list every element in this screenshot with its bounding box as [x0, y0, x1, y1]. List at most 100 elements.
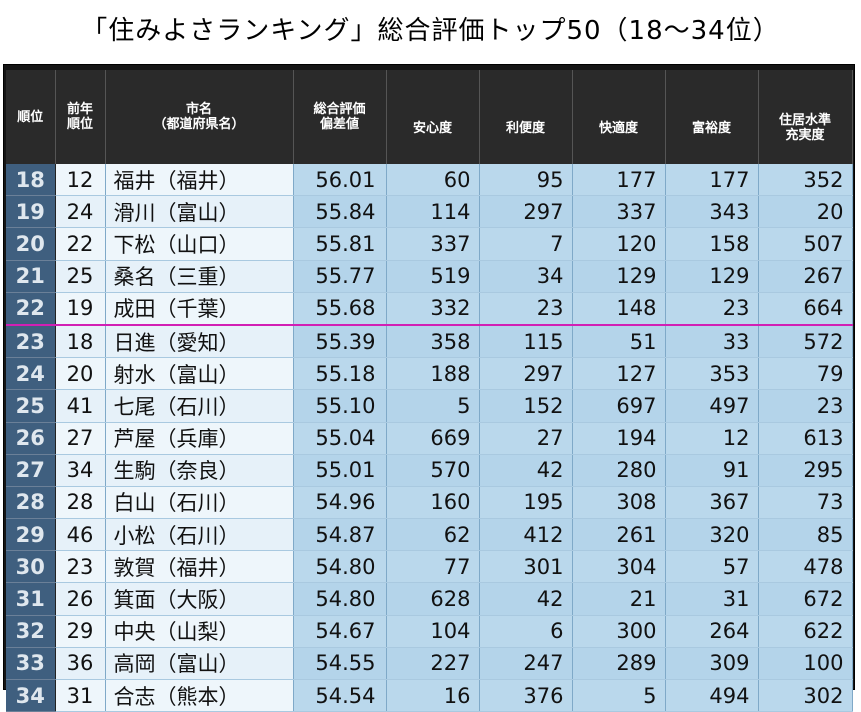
- header-safety: 安心度: [386, 70, 480, 164]
- safety-cell: 114: [386, 195, 480, 229]
- convenience-cell: 95: [479, 164, 573, 197]
- safety-cell: 104: [386, 615, 480, 648]
- city-cell: 滑川（富山）: [105, 195, 294, 229]
- safety-cell: 16: [386, 679, 480, 712]
- convenience-cell: 195: [479, 486, 573, 520]
- comfort-cell: 194: [572, 422, 666, 455]
- score-cell: 55.81: [293, 227, 387, 261]
- rank-cell: 19: [6, 195, 56, 229]
- safety-cell: 60: [386, 164, 480, 197]
- convenience-cell: 6: [479, 615, 573, 648]
- table-row: 26 27 芦屋（兵庫） 55.04 669 27 194 12 613: [6, 422, 853, 455]
- housing-cell: 295: [758, 454, 853, 487]
- rank-cell: 29: [6, 518, 56, 552]
- prev-rank-cell: 22: [55, 227, 106, 261]
- table-row: 34 31 合志（熊本） 54.54 16 376 5 494 302: [6, 679, 853, 712]
- housing-cell: 352: [758, 164, 853, 197]
- prev-rank-cell: 41: [55, 389, 106, 423]
- header-housing-line1: 住居水準: [778, 113, 831, 128]
- score-cell: 54.54: [293, 679, 387, 712]
- city-cell: 成田（千葉）: [105, 292, 294, 326]
- city-cell: 小松（石川）: [105, 518, 294, 552]
- housing-cell: 79: [758, 357, 853, 391]
- rank-cell: 32: [6, 615, 56, 648]
- convenience-cell: 301: [479, 550, 573, 584]
- wealth-cell: 33: [665, 324, 759, 359]
- wealth-cell: 23: [665, 292, 759, 326]
- wealth-cell: 264: [665, 615, 759, 648]
- wealth-cell: 343: [665, 195, 759, 229]
- convenience-cell: 412: [479, 518, 573, 552]
- convenience-cell: 42: [479, 582, 573, 616]
- comfort-cell: 308: [572, 486, 666, 520]
- city-cell: 生駒（奈良）: [105, 454, 294, 487]
- wealth-cell: 158: [665, 227, 759, 261]
- prev-rank-cell: 46: [55, 518, 106, 552]
- header-prev-line1: 前年: [66, 102, 93, 117]
- city-cell: 合志（熊本）: [105, 679, 294, 712]
- prev-rank-cell: 26: [55, 582, 106, 616]
- rank-cell: 34: [6, 679, 56, 712]
- convenience-cell: 23: [479, 292, 573, 326]
- prev-rank-cell: 27: [55, 422, 106, 455]
- header-score: 総合評価 偏差値: [293, 70, 387, 164]
- convenience-cell: 376: [479, 679, 573, 712]
- table-row: 19 24 滑川（富山） 55.84 114 297 337 343 20: [6, 195, 853, 229]
- safety-cell: 77: [386, 550, 480, 584]
- convenience-cell: 115: [479, 324, 573, 359]
- housing-cell: 302: [758, 679, 853, 712]
- score-cell: 54.80: [293, 582, 387, 616]
- wealth-cell: 309: [665, 647, 759, 681]
- housing-cell: 20: [758, 195, 853, 229]
- convenience-cell: 42: [479, 454, 573, 487]
- city-cell: 芦屋（兵庫）: [105, 422, 294, 455]
- page-title: 「住みよさランキング」総合評価トップ50（18～34位）: [81, 16, 780, 46]
- housing-cell: 100: [758, 647, 853, 681]
- rank-cell: 25: [6, 389, 56, 423]
- score-cell: 55.39: [293, 324, 387, 359]
- comfort-cell: 337: [572, 195, 666, 229]
- housing-cell: 85: [758, 518, 853, 552]
- header-score-line2: 偏差値: [319, 117, 359, 132]
- city-cell: 白山（石川）: [105, 486, 294, 520]
- convenience-cell: 152: [479, 389, 573, 423]
- header-row: 順位 前年 順位 市名 （都道府県名） 総合評価 偏差値 安心度 利便度 快適度…: [6, 70, 853, 164]
- rank-cell: 27: [6, 454, 56, 487]
- housing-cell: 23: [758, 389, 853, 423]
- table-row: 32 29 中央（山梨） 54.67 104 6 300 264 622: [6, 615, 853, 648]
- header-prev-rank: 前年 順位: [55, 70, 106, 164]
- safety-cell: 160: [386, 486, 480, 520]
- score-cell: 55.10: [293, 389, 387, 423]
- score-cell: 55.68: [293, 292, 387, 326]
- rank-cell: 26: [6, 422, 56, 455]
- header-wealth: 富裕度: [665, 70, 759, 164]
- comfort-cell: 148: [572, 292, 666, 326]
- housing-cell: 507: [758, 227, 853, 261]
- wealth-cell: 57: [665, 550, 759, 584]
- comfort-cell: 300: [572, 615, 666, 648]
- city-cell: 福井（福井）: [105, 164, 294, 197]
- comfort-cell: 127: [572, 357, 666, 391]
- score-cell: 54.67: [293, 615, 387, 648]
- comfort-cell: 21: [572, 582, 666, 616]
- score-cell: 55.01: [293, 454, 387, 487]
- table-row: 28 28 白山（石川） 54.96 160 195 308 367 73: [6, 486, 853, 520]
- comfort-cell: 289: [572, 647, 666, 681]
- prev-rank-cell: 28: [55, 486, 106, 520]
- wealth-cell: 494: [665, 679, 759, 712]
- table-row: 22 19 成田（千葉） 55.68 332 23 148 23 664: [6, 292, 853, 326]
- comfort-cell: 129: [572, 260, 666, 293]
- convenience-cell: 7: [479, 227, 573, 261]
- convenience-cell: 297: [479, 357, 573, 391]
- table-body: 18 12 福井（福井） 56.01 60 95 177 177 352 19 24 滑川（富山） 55…: [6, 164, 853, 712]
- table-row: 24 20 射水（富山） 55.18 188 297 127 353 79: [6, 357, 853, 391]
- comfort-cell: 177: [572, 164, 666, 197]
- score-cell: 55.77: [293, 260, 387, 293]
- header-prev-line2: 順位: [66, 117, 93, 132]
- score-cell: 54.80: [293, 550, 387, 584]
- table-row: 23 18 日進（愛知） 55.39 358 115 51 33 572: [6, 324, 853, 359]
- wealth-cell: 91: [665, 454, 759, 487]
- city-cell: 射水（富山）: [105, 357, 294, 391]
- convenience-cell: 247: [479, 647, 573, 681]
- rank-cell: 18: [6, 164, 56, 197]
